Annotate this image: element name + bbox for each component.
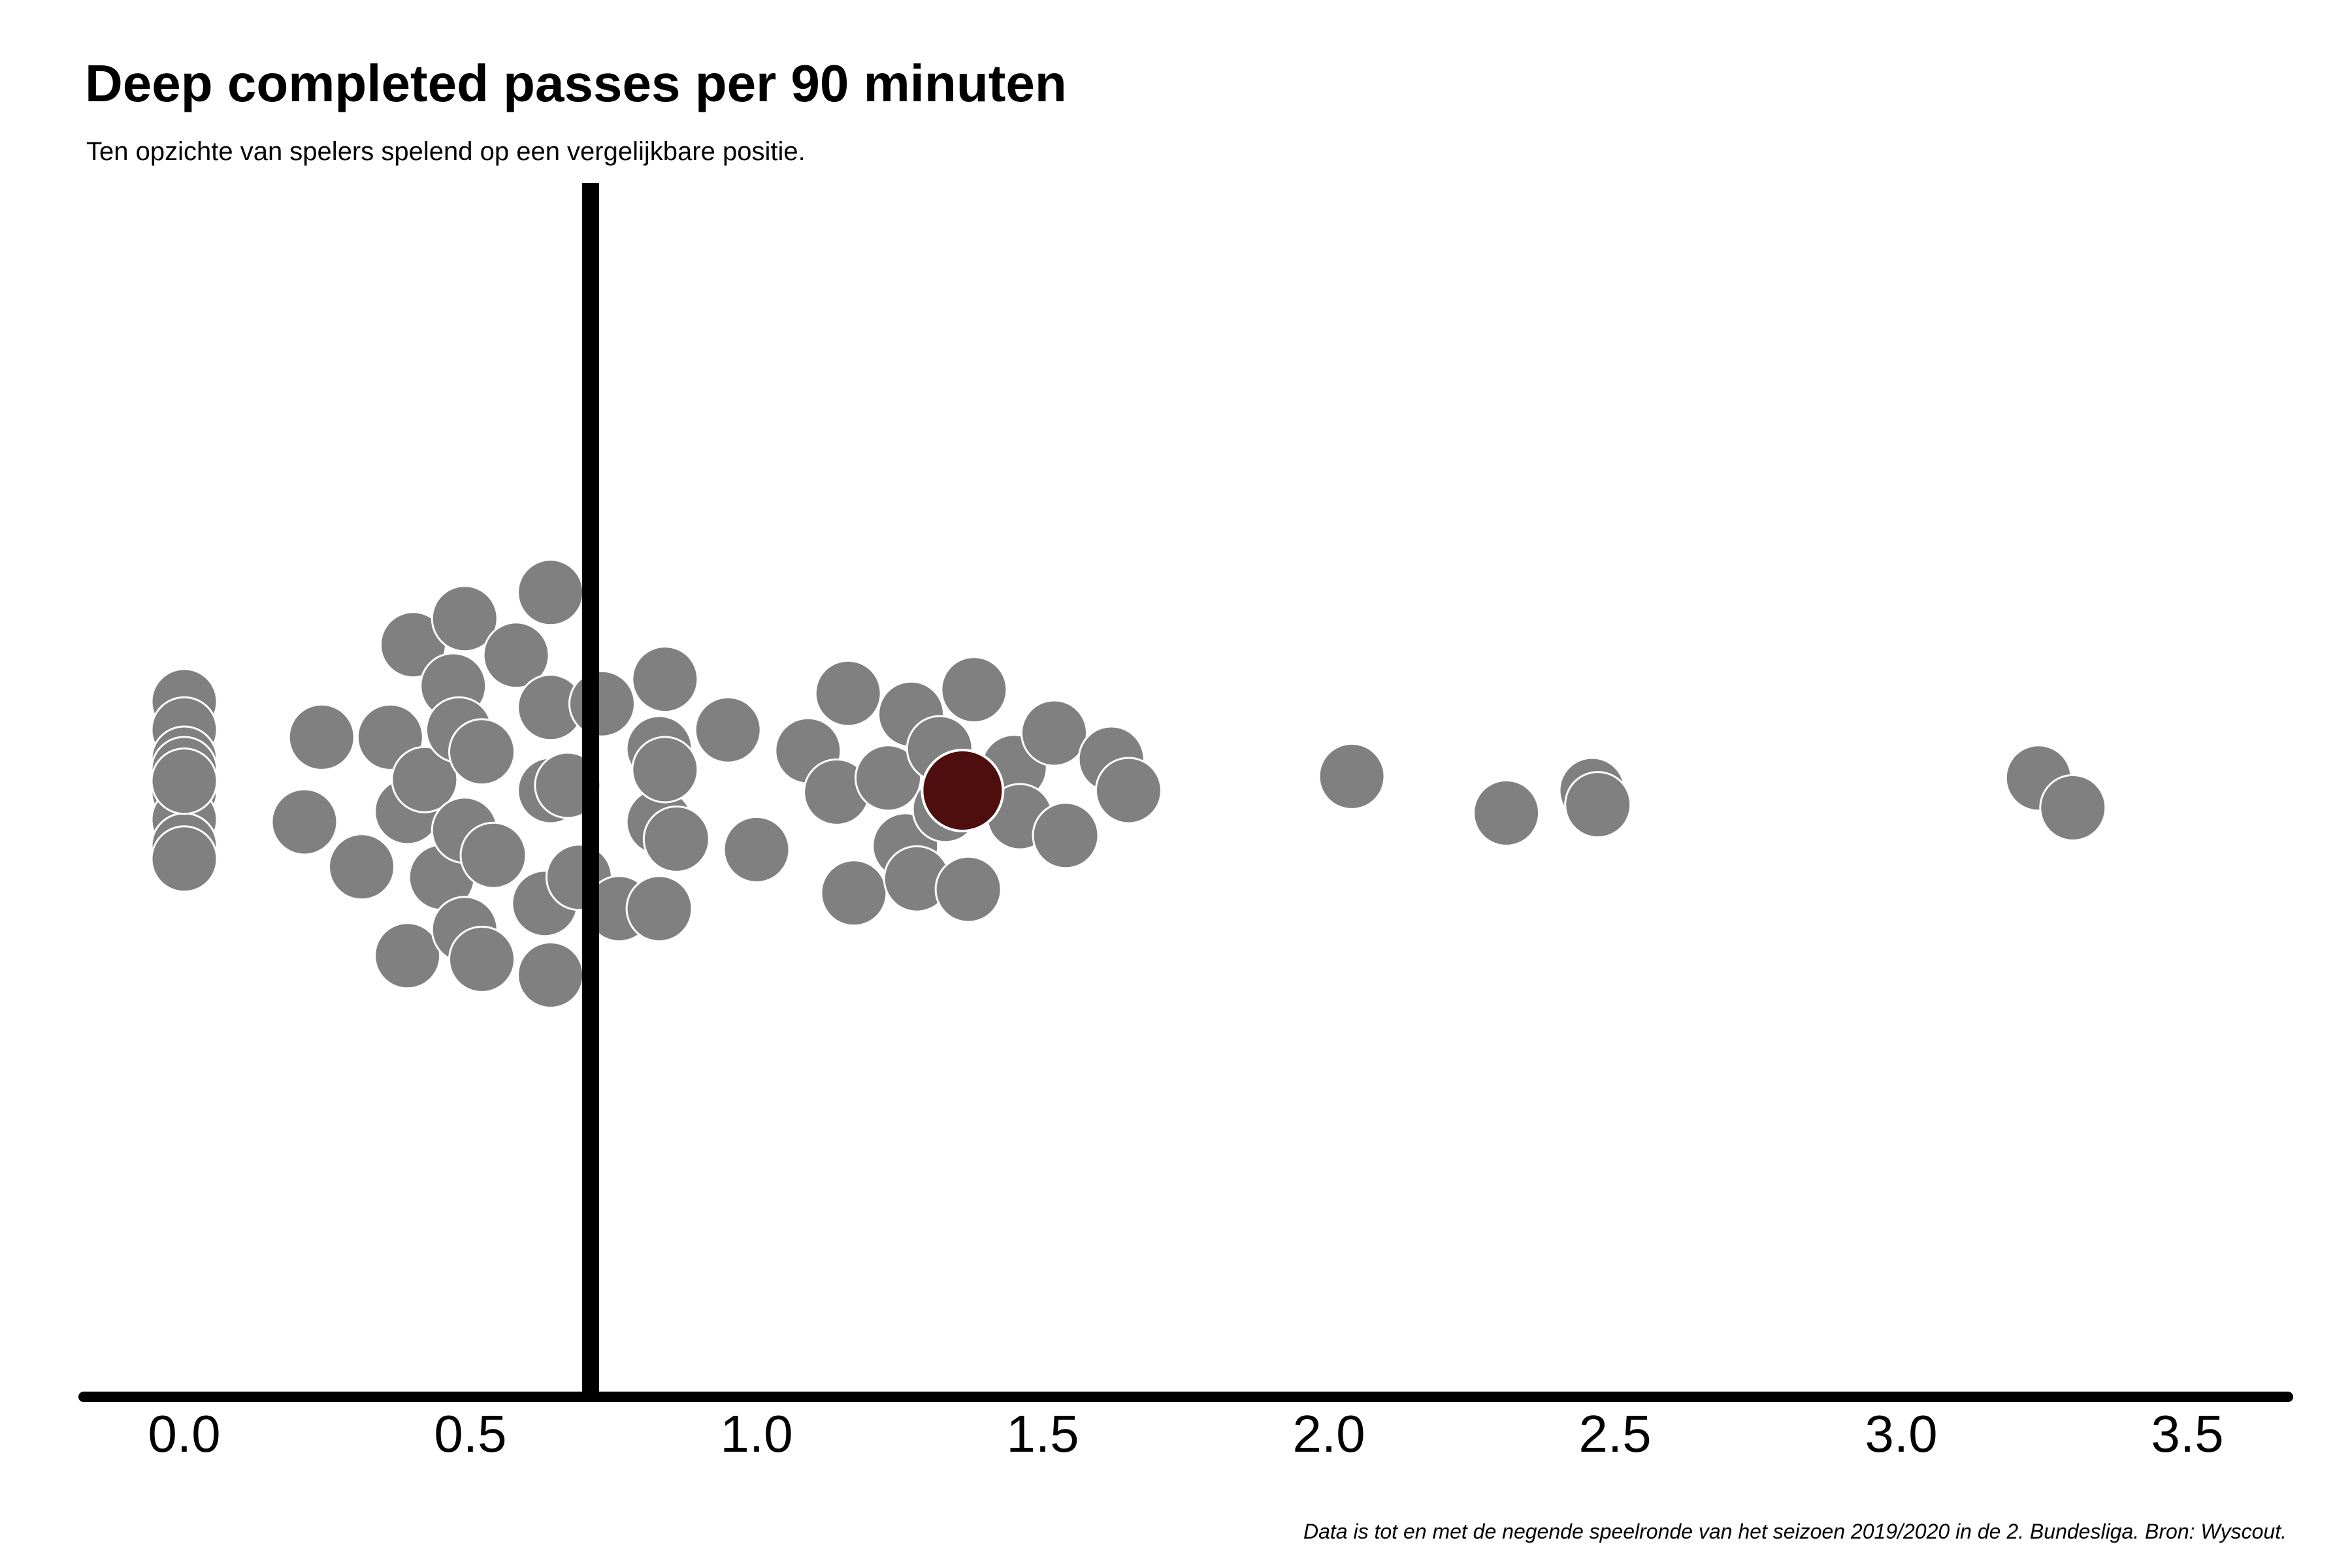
data-point [431,585,498,653]
data-point [1473,779,1541,847]
x-axis: 0.0 0.5 1.0 1.5 2.0 2.5 3.0 3.5 [78,1392,2293,1463]
chart-subtitle: Ten opzichte van spelers spelend op een … [86,137,806,166]
x-tick-label: 0.5 [434,1405,506,1463]
data-point [854,744,922,812]
data-point [270,788,338,856]
data-point [631,645,699,713]
x-tick-label: 1.0 [720,1405,792,1463]
data-point [694,696,762,764]
data-point [1021,699,1088,767]
data-point [723,815,791,883]
data-point [934,855,1002,923]
data-point [2039,774,2107,841]
data-point [150,825,218,893]
chart-caption: Data is tot en met de negende speelronde… [1303,1520,2287,1543]
x-tick-label: 2.5 [1578,1405,1651,1463]
x-tick-label: 1.5 [1006,1405,1079,1463]
data-point [328,833,396,901]
x-tick-label: 3.0 [1865,1405,1937,1463]
points-layer [150,559,2107,1009]
data-point [459,821,527,889]
highlight-point [921,749,1005,832]
data-point [1318,742,1386,810]
data-point [517,559,585,627]
data-point [568,670,636,738]
data-point [1094,757,1162,825]
data-point [631,736,699,804]
data-point [482,621,550,689]
chart-title: Deep completed passes per 90 minuten [85,54,1067,112]
data-point [814,659,882,727]
data-point [391,745,459,813]
x-tick-label: 0.0 [148,1405,220,1463]
x-tick-label: 3.5 [2151,1405,2223,1463]
data-point [150,747,218,815]
x-tick-label: 2.0 [1292,1405,1365,1463]
data-point [820,859,888,927]
data-point [642,805,710,873]
data-point [625,875,693,943]
data-point [287,703,355,771]
data-point [1032,802,1100,870]
data-point [940,656,1008,724]
data-point [1564,771,1632,839]
data-point [448,718,516,786]
data-point [448,925,516,993]
data-point [374,922,442,990]
data-point [517,941,585,1009]
